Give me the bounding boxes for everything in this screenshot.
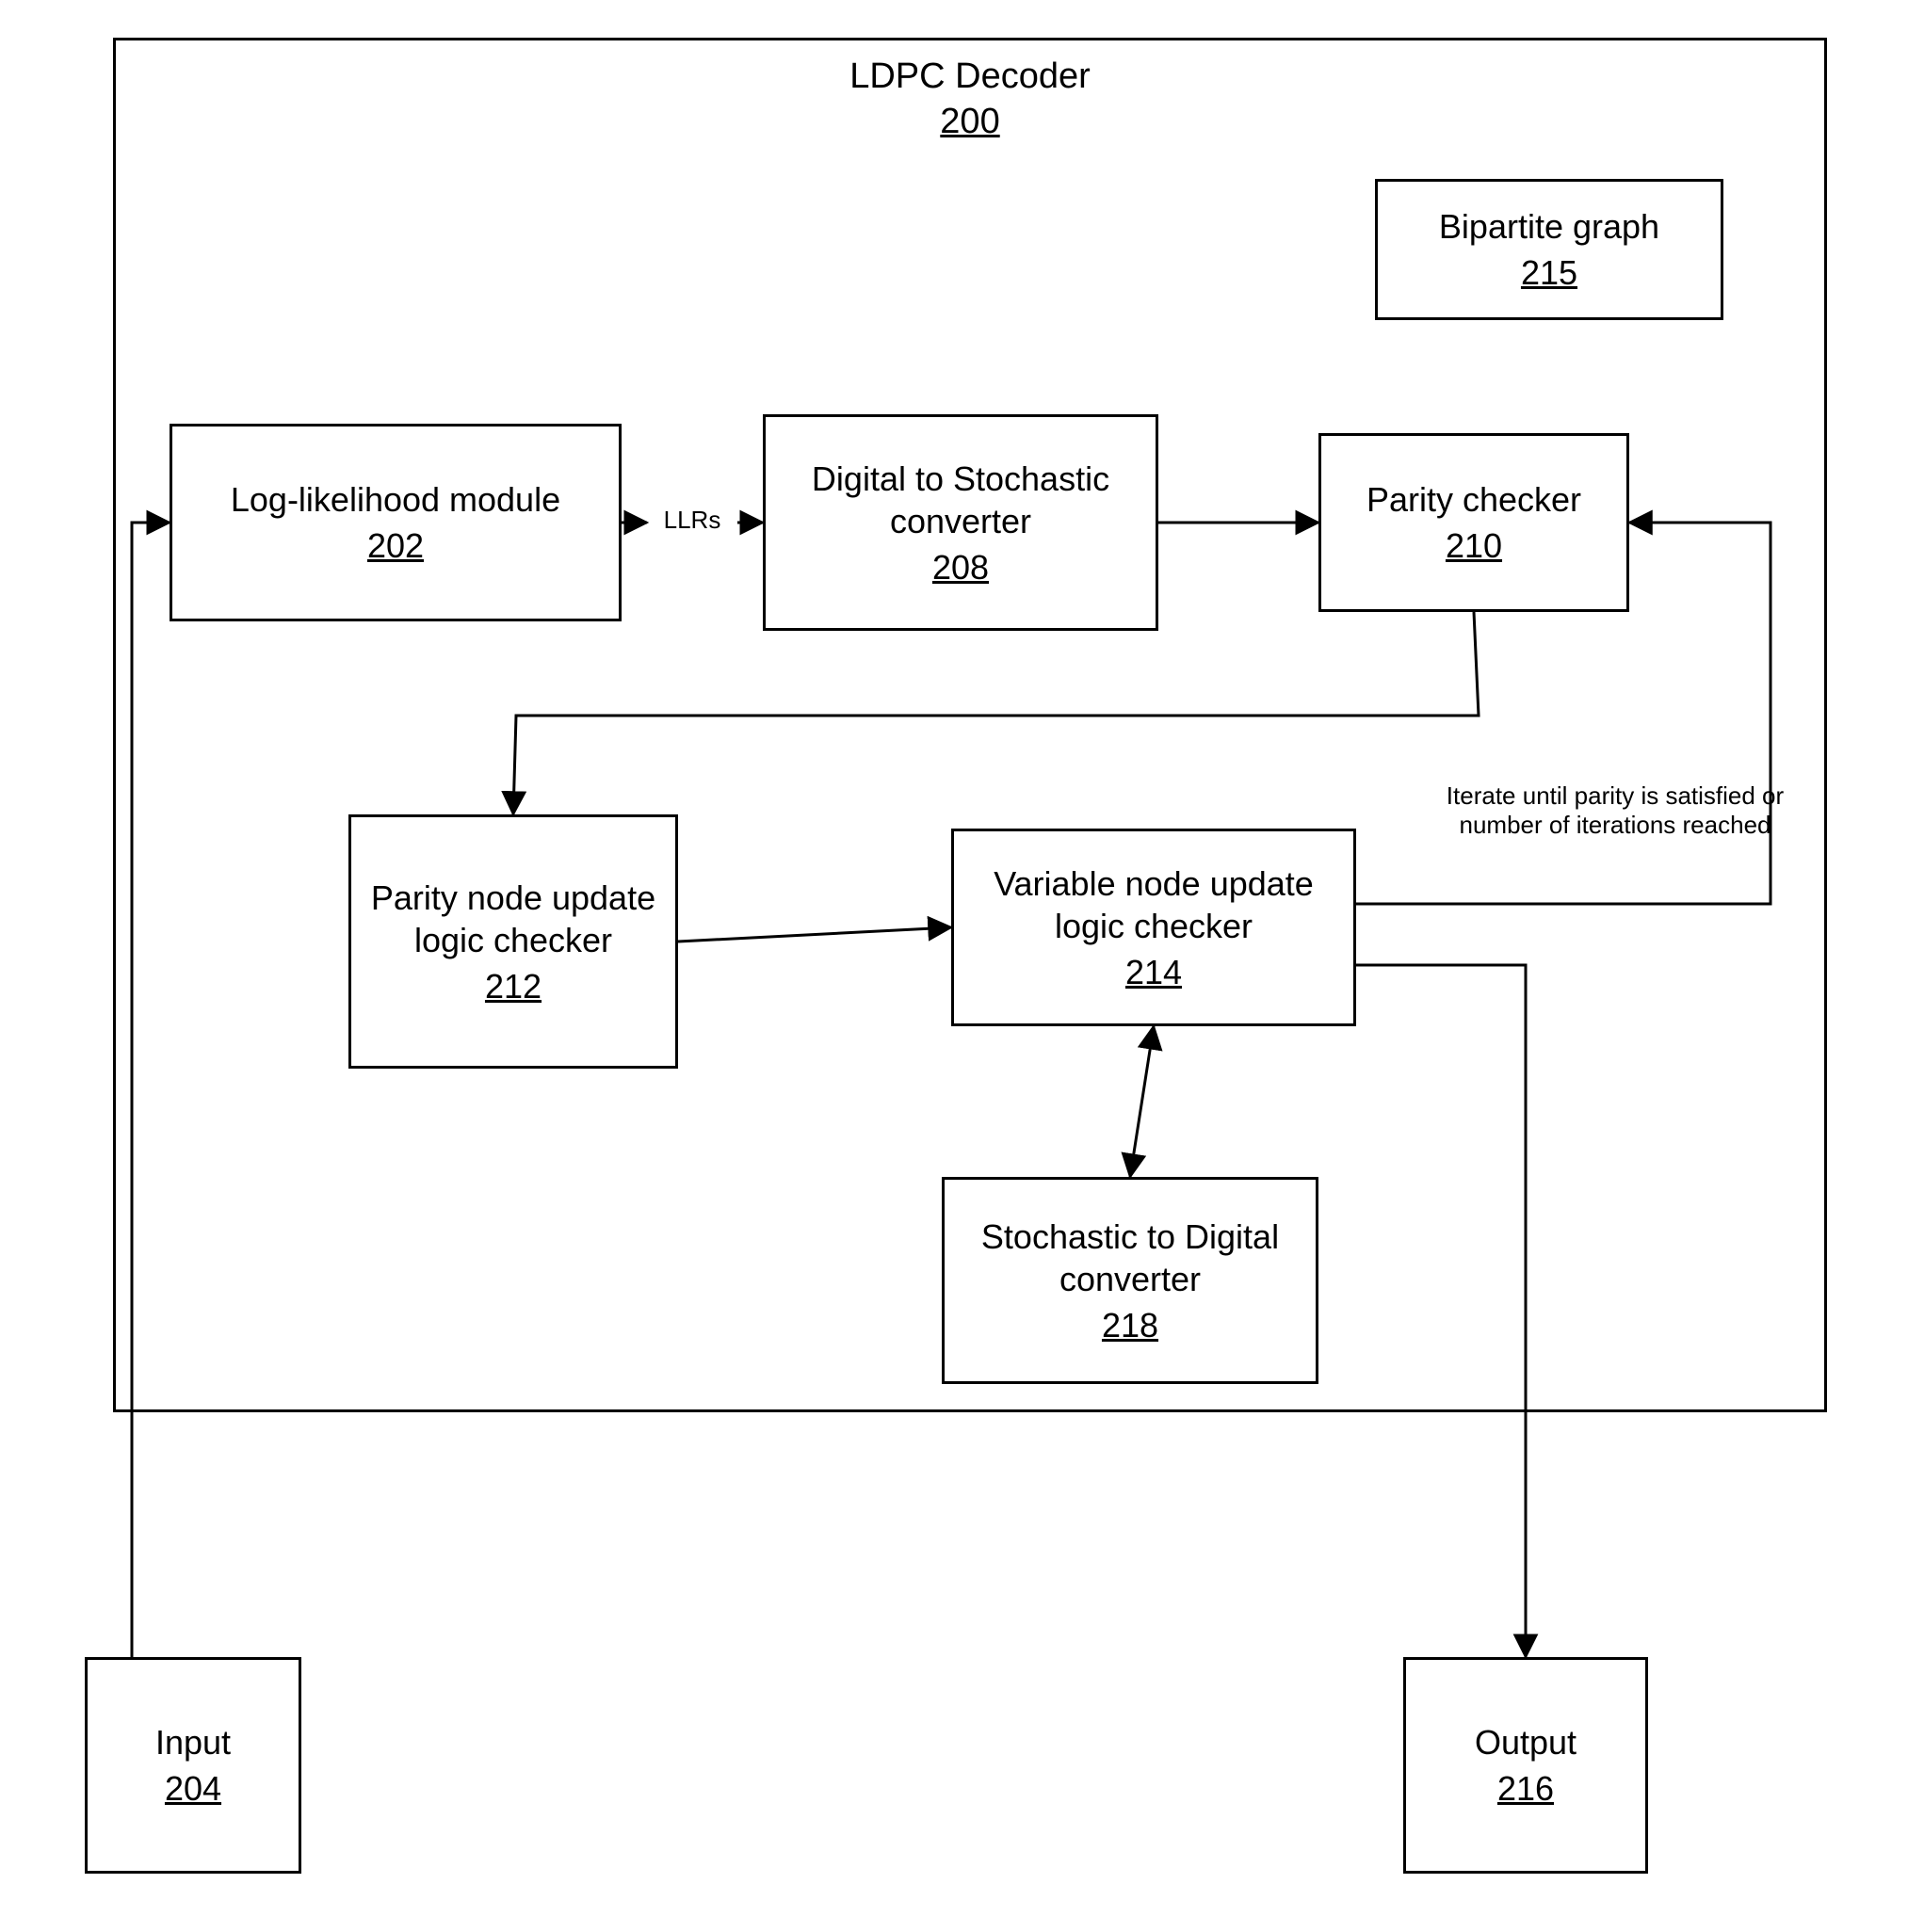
digital-to-stochastic-box: Digital to Stochastic converter 208 [763,414,1158,631]
output-title: Output [1475,1721,1577,1763]
d2s-num: 208 [932,546,989,588]
vnode-num: 214 [1125,951,1182,993]
output-num: 216 [1497,1767,1554,1810]
bipartite-graph-box: Bipartite graph 215 [1375,179,1723,320]
input-title: Input [155,1721,231,1763]
bipartite-num: 215 [1521,251,1577,294]
d2s-title: Digital to Stochastic converter [783,458,1139,542]
vnode-title: Variable node update logic checker [971,862,1336,947]
stochastic-to-digital-box: Stochastic to Digital converter 218 [942,1177,1318,1384]
log-likelihood-module-box: Log-likelihood module 202 [170,424,622,621]
ldpc-decoder-title: LDPC Decoder [849,56,1091,96]
s2d-title: Stochastic to Digital converter [962,1216,1299,1300]
ldpc-decoder-header: LDPC Decoder 200 [782,55,1158,144]
llm-num: 202 [367,524,424,567]
parity-title: Parity checker [1366,478,1581,521]
variable-node-update-box: Variable node update logic checker 214 [951,829,1356,1026]
parity-num: 210 [1446,524,1502,567]
llrs-edge-label: LLRs [650,506,735,535]
pnode-num: 212 [485,965,542,1007]
iterate-text: Iterate until parity is satisfied or num… [1447,781,1784,839]
diagram-canvas: LDPC Decoder 200 Bipartite graph 215 Log… [0,0,1908,1932]
input-box: Input 204 [85,1657,301,1874]
iterate-edge-label: Iterate until parity is satisfied or num… [1413,781,1818,840]
s2d-num: 218 [1102,1304,1158,1346]
input-num: 204 [165,1767,221,1810]
llm-title: Log-likelihood module [231,478,560,521]
llrs-text: LLRs [664,506,721,534]
pnode-title: Parity node update logic checker [368,877,658,961]
output-box: Output 216 [1403,1657,1648,1874]
ldpc-decoder-num: 200 [782,100,1158,145]
parity-node-update-box: Parity node update logic checker 212 [348,814,678,1069]
parity-checker-box: Parity checker 210 [1318,433,1629,612]
bipartite-title: Bipartite graph [1439,205,1659,248]
